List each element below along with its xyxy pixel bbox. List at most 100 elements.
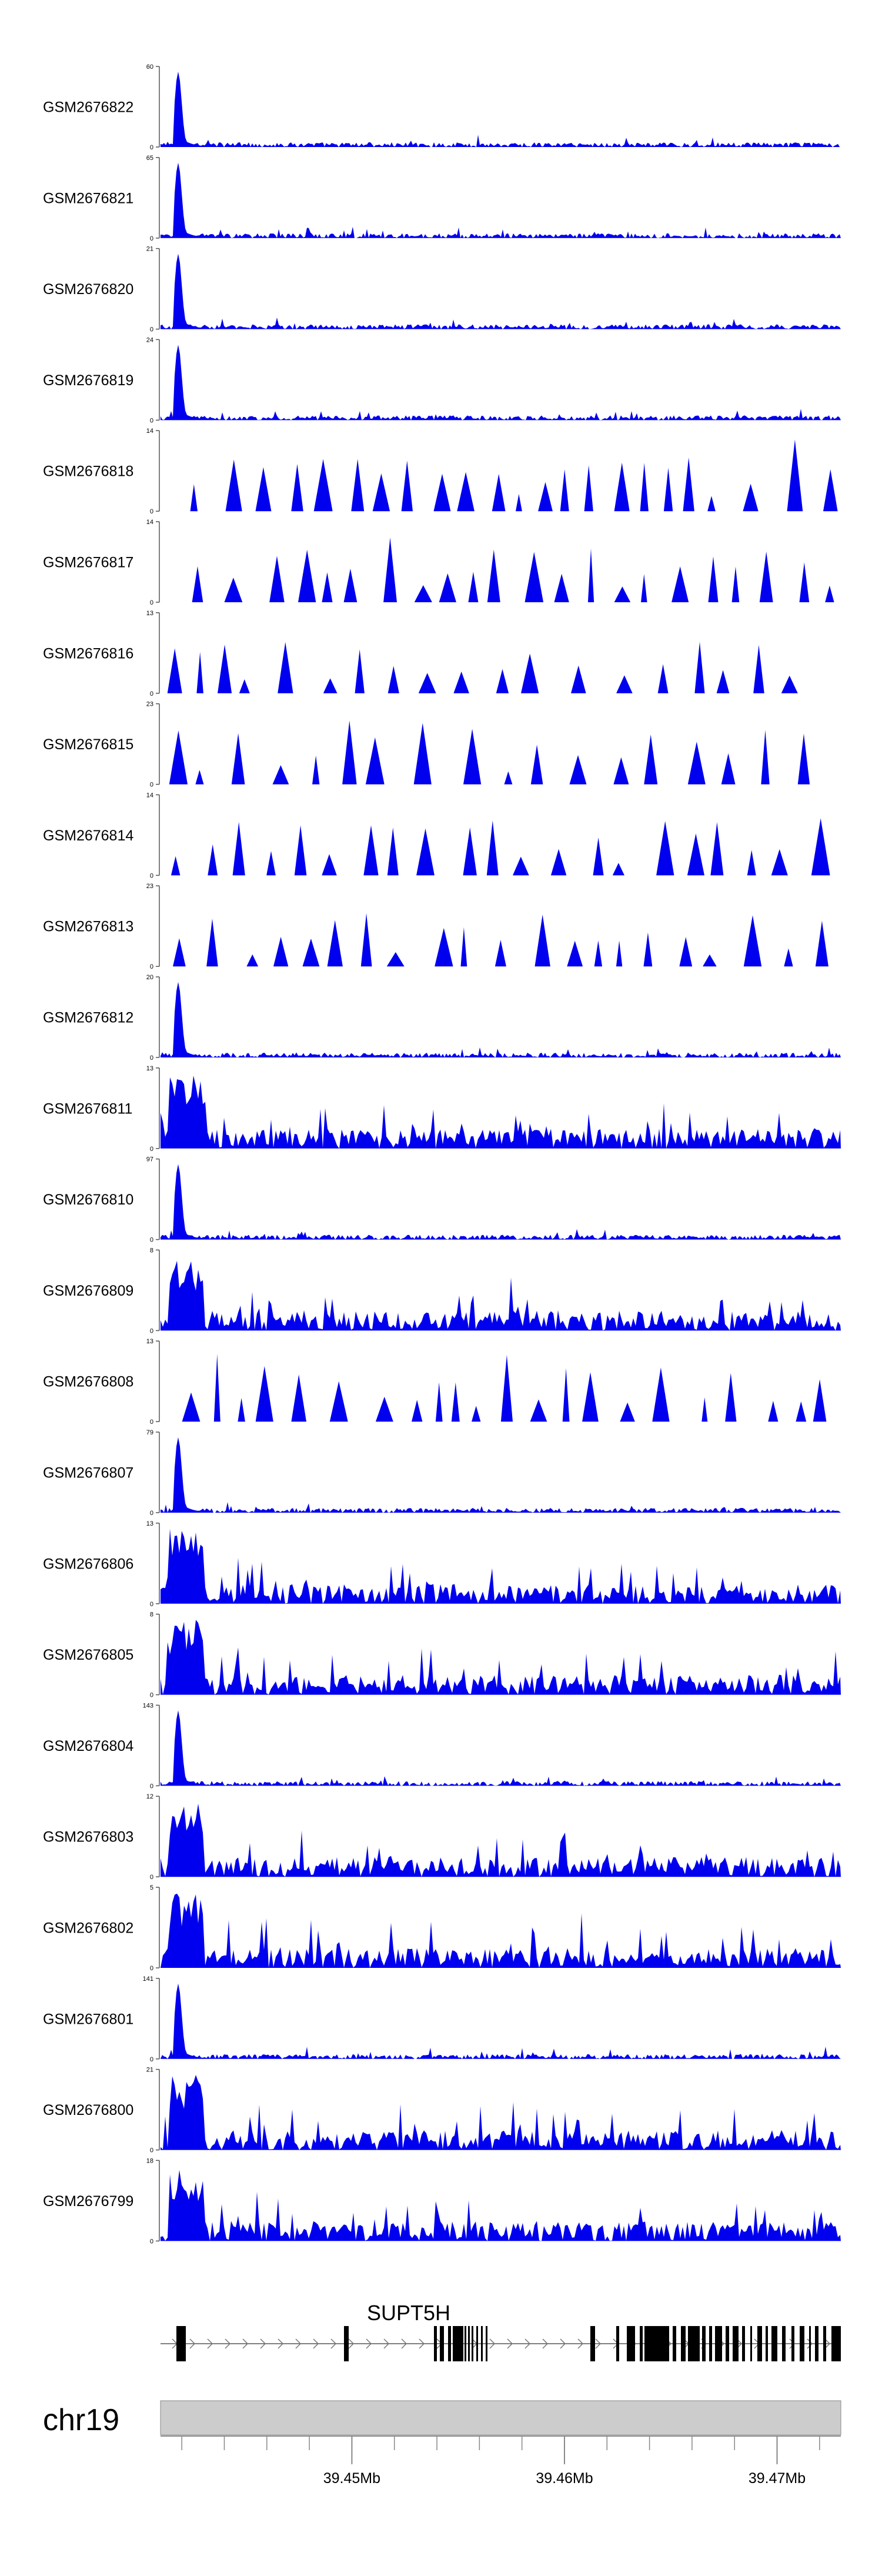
track-GSM2676813: GSM2676813 23 0 xyxy=(43,883,841,970)
strand-arrow xyxy=(383,2338,390,2349)
y-max-label: 60 xyxy=(146,64,153,71)
track-label: GSM2676821 xyxy=(43,190,133,206)
strand-arrow xyxy=(595,2338,602,2349)
y-zero-label: 0 xyxy=(150,2238,153,2245)
strand-arrow xyxy=(330,2338,337,2349)
track-GSM2676812: GSM2676812 20 0 xyxy=(43,974,841,1062)
exon xyxy=(709,2326,712,2361)
track-GSM2676801: GSM2676801 141 0 xyxy=(43,1976,841,2063)
y-max-label: 12 xyxy=(146,1793,153,1800)
exon xyxy=(476,2326,478,2361)
track-label: GSM2676801 xyxy=(43,2011,133,2027)
exon xyxy=(673,2326,676,2361)
exon xyxy=(681,2326,686,2361)
exon xyxy=(481,2326,483,2361)
exon xyxy=(176,2326,186,2361)
exon xyxy=(702,2326,706,2361)
coverage-area xyxy=(161,1893,841,1968)
exon xyxy=(440,2326,444,2361)
strand-arrow xyxy=(313,2338,319,2349)
strand-arrow xyxy=(807,2338,813,2349)
track-label: GSM2676820 xyxy=(43,281,133,298)
exon xyxy=(344,2326,349,2361)
coverage-area xyxy=(161,2170,841,2241)
strand-arrow xyxy=(295,2338,302,2349)
strand-arrow xyxy=(366,2338,372,2349)
exon xyxy=(809,2326,811,2361)
y-zero-label: 0 xyxy=(150,963,153,970)
exon xyxy=(831,2326,841,2361)
y-max-label: 8 xyxy=(150,1247,153,1254)
coverage-tracks: GSM2676822600GSM2676821650GSM2676820210G… xyxy=(43,64,841,2245)
coverage-area xyxy=(161,818,841,876)
y-zero-label: 0 xyxy=(150,1055,153,1062)
y-max-label: 20 xyxy=(146,974,153,981)
track-GSM2676811: GSM2676811 13 0 xyxy=(43,1065,841,1153)
strand-arrow xyxy=(260,2338,266,2349)
y-max-label: 14 xyxy=(146,519,153,526)
track-label: GSM2676808 xyxy=(43,1374,133,1390)
y-zero-label: 0 xyxy=(150,144,153,151)
track-GSM2676815: GSM2676815 23 0 xyxy=(43,701,841,789)
coverage-area xyxy=(161,1164,841,1240)
y-zero-label: 0 xyxy=(150,690,153,698)
y-max-label: 18 xyxy=(146,2157,153,2164)
track-label: GSM2676815 xyxy=(43,736,133,753)
strand-arrow xyxy=(524,2338,531,2349)
exon xyxy=(757,2326,762,2361)
y-zero-label: 0 xyxy=(150,508,153,515)
coverage-area xyxy=(161,439,841,512)
track-GSM2676799: GSM2676799 18 0 xyxy=(43,2157,841,2245)
strand-arrow xyxy=(242,2338,249,2349)
gene-model-track: SUPT5H xyxy=(161,2301,841,2361)
y-zero-label: 0 xyxy=(150,1146,153,1153)
coverage-area xyxy=(161,1620,841,1695)
track-label: GSM2676809 xyxy=(43,1283,133,1299)
gene-label: SUPT5H xyxy=(367,2301,450,2325)
coverage-area xyxy=(161,913,841,967)
strand-arrow xyxy=(824,2338,831,2349)
y-max-label: 13 xyxy=(146,1065,153,1072)
exon xyxy=(771,2326,777,2361)
y-max-label: 14 xyxy=(146,792,153,799)
exon xyxy=(815,2326,818,2361)
track-GSM2676817: GSM2676817 14 0 xyxy=(43,519,841,606)
y-zero-label: 0 xyxy=(150,1510,153,1517)
y-zero-label: 0 xyxy=(150,1965,153,1972)
track-GSM2676800: GSM2676800 21 0 xyxy=(43,2067,841,2154)
strand-arrow xyxy=(577,2338,584,2349)
exon xyxy=(726,2326,729,2361)
y-zero-label: 0 xyxy=(150,1237,153,1244)
exon xyxy=(486,2326,487,2361)
coverage-area xyxy=(161,1529,841,1604)
strand-arrow xyxy=(225,2338,231,2349)
y-zero-label: 0 xyxy=(150,782,153,789)
y-max-label: 21 xyxy=(146,246,153,253)
strand-arrow xyxy=(207,2338,213,2349)
track-label: GSM2676800 xyxy=(43,2102,133,2118)
y-zero-label: 0 xyxy=(150,2056,153,2063)
y-zero-label: 0 xyxy=(150,1601,153,1608)
track-label: GSM2676814 xyxy=(43,827,133,844)
y-max-label: 8 xyxy=(150,1611,153,1619)
track-GSM2676822: GSM2676822 60 0 xyxy=(43,64,841,151)
genome-axis-track: chr19 39.45Mb 39.46Mb 39.47Mb xyxy=(43,2400,841,2487)
coverage-area xyxy=(161,982,841,1057)
exon xyxy=(590,2326,595,2361)
coverage-area xyxy=(161,253,841,329)
chromosome-label: chr19 xyxy=(43,2403,119,2437)
exon xyxy=(742,2326,745,2361)
track-label: GSM2676816 xyxy=(43,645,133,662)
track-label: GSM2676803 xyxy=(43,1829,133,1846)
exon xyxy=(644,2326,669,2361)
strand-arrow xyxy=(489,2338,496,2349)
exon xyxy=(800,2326,804,2361)
track-label: GSM2676813 xyxy=(43,919,133,935)
track-label: GSM2676817 xyxy=(43,555,133,571)
track-label: GSM2676807 xyxy=(43,1465,133,1481)
coverage-area xyxy=(161,720,841,785)
y-max-label: 65 xyxy=(146,155,153,162)
track-label: GSM2676812 xyxy=(43,1010,133,1026)
strand-arrow xyxy=(542,2338,549,2349)
